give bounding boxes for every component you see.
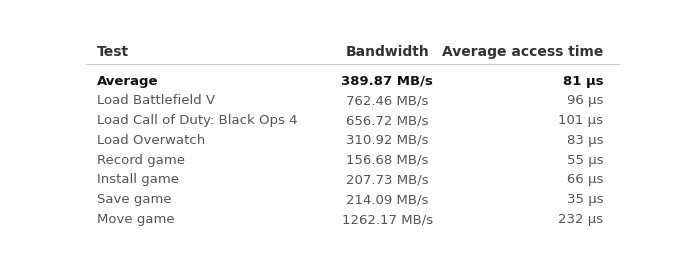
Text: 389.87 MB/s: 389.87 MB/s bbox=[341, 75, 433, 88]
Text: 83 μs: 83 μs bbox=[567, 134, 603, 147]
Text: 96 μs: 96 μs bbox=[567, 94, 603, 107]
Text: 81 μs: 81 μs bbox=[563, 75, 603, 88]
Text: 101 μs: 101 μs bbox=[558, 114, 603, 127]
Text: Average access time: Average access time bbox=[442, 44, 603, 59]
Text: Record game: Record game bbox=[96, 154, 184, 167]
Text: 214.09 MB/s: 214.09 MB/s bbox=[346, 193, 429, 206]
Text: 207.73 MB/s: 207.73 MB/s bbox=[346, 174, 429, 187]
Text: Bandwidth: Bandwidth bbox=[345, 44, 429, 59]
Text: Average: Average bbox=[96, 75, 158, 88]
Text: 156.68 MB/s: 156.68 MB/s bbox=[346, 154, 429, 167]
Text: 1262.17 MB/s: 1262.17 MB/s bbox=[342, 213, 433, 226]
Text: Move game: Move game bbox=[96, 213, 174, 226]
Text: Load Call of Duty: Black Ops 4: Load Call of Duty: Black Ops 4 bbox=[96, 114, 297, 127]
Text: 35 μs: 35 μs bbox=[567, 193, 603, 206]
Text: 66 μs: 66 μs bbox=[567, 174, 603, 187]
Text: Load Battlefield V: Load Battlefield V bbox=[96, 94, 215, 107]
Text: 232 μs: 232 μs bbox=[558, 213, 603, 226]
Text: 656.72 MB/s: 656.72 MB/s bbox=[346, 114, 429, 127]
Text: 310.92 MB/s: 310.92 MB/s bbox=[346, 134, 429, 147]
Text: Install game: Install game bbox=[96, 174, 179, 187]
Text: Test: Test bbox=[96, 44, 129, 59]
Text: 55 μs: 55 μs bbox=[567, 154, 603, 167]
Text: Load Overwatch: Load Overwatch bbox=[96, 134, 205, 147]
Text: Save game: Save game bbox=[96, 193, 171, 206]
Text: 762.46 MB/s: 762.46 MB/s bbox=[346, 94, 429, 107]
